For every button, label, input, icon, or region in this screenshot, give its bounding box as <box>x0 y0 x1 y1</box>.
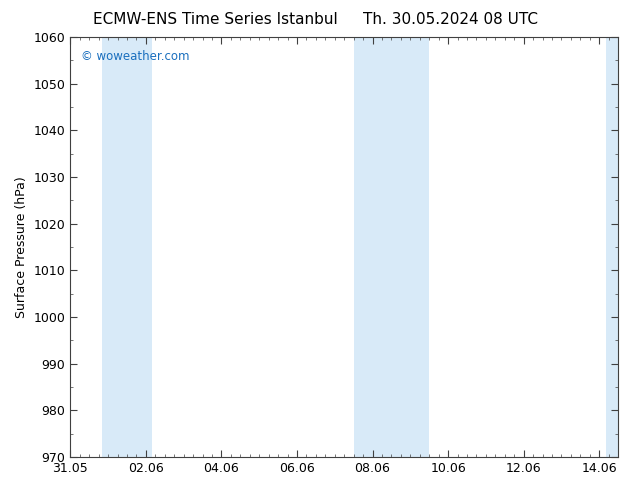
Text: © woweather.com: © woweather.com <box>81 50 190 63</box>
Text: Th. 30.05.2024 08 UTC: Th. 30.05.2024 08 UTC <box>363 12 538 27</box>
Bar <box>354 37 379 457</box>
Bar <box>101 37 127 457</box>
Y-axis label: Surface Pressure (hPa): Surface Pressure (hPa) <box>15 176 28 318</box>
Bar <box>379 37 429 457</box>
Bar <box>605 37 618 457</box>
Text: ECMW-ENS Time Series Istanbul: ECMW-ENS Time Series Istanbul <box>93 12 338 27</box>
Bar <box>127 37 152 457</box>
